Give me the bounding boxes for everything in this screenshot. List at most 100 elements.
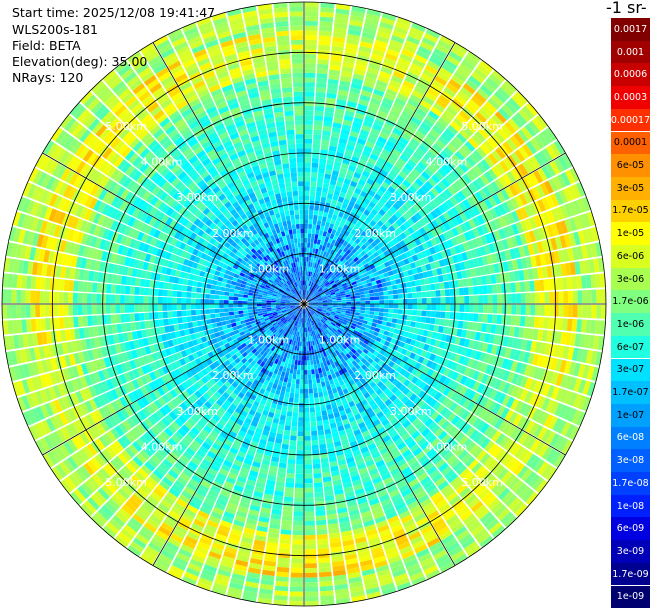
range-gate xyxy=(408,275,415,282)
range-gate xyxy=(347,29,361,37)
range-gate xyxy=(360,154,369,162)
range-gate xyxy=(378,312,384,317)
range-gate xyxy=(284,425,291,431)
range-gate xyxy=(382,193,390,202)
range-gate xyxy=(291,553,304,559)
range-gate xyxy=(368,212,375,220)
range-gate xyxy=(550,193,560,207)
range-gate xyxy=(326,295,332,298)
range-gate xyxy=(410,240,418,248)
range-gate xyxy=(553,158,565,173)
range-gate xyxy=(325,252,330,258)
range-gate xyxy=(474,191,484,202)
range-gate xyxy=(365,300,371,304)
range-gate xyxy=(308,286,311,291)
range-gate xyxy=(415,130,426,140)
range-gate xyxy=(314,397,320,403)
range-gate xyxy=(353,172,362,179)
range-gate xyxy=(582,229,590,244)
range-gate xyxy=(324,111,334,118)
range-gate xyxy=(306,346,309,352)
range-gate xyxy=(524,231,532,244)
range-gate xyxy=(387,217,395,225)
range-gate xyxy=(463,210,472,220)
range-gate xyxy=(304,120,314,125)
range-gate xyxy=(327,238,333,244)
range-gate xyxy=(299,384,304,389)
range-gate xyxy=(290,577,304,583)
range-gate xyxy=(315,515,326,521)
range-gate xyxy=(321,462,330,469)
range-gate xyxy=(437,204,447,214)
range-gate xyxy=(304,223,308,229)
range-gate xyxy=(359,291,365,295)
range-gate xyxy=(306,290,309,295)
range-gate xyxy=(304,6,319,12)
range-gate xyxy=(314,106,325,112)
range-gate xyxy=(418,144,429,154)
range-gate xyxy=(493,263,500,274)
range-gate xyxy=(566,276,573,290)
range-gate xyxy=(304,200,310,205)
range-gate xyxy=(304,403,310,408)
range-gate xyxy=(472,149,484,161)
range-gate xyxy=(512,182,523,195)
range-gate xyxy=(304,91,315,97)
range-gate xyxy=(304,148,312,154)
range-gate xyxy=(473,286,479,295)
range-gate xyxy=(439,282,445,290)
range-gate xyxy=(315,373,320,379)
range-gate xyxy=(560,172,571,187)
range-gate xyxy=(304,176,311,182)
range-gate xyxy=(375,323,382,329)
range-gate xyxy=(493,218,502,229)
range-gate xyxy=(544,252,551,265)
range-gate xyxy=(412,304,418,310)
range-gate xyxy=(320,284,325,289)
range-gate xyxy=(522,143,534,157)
range-gate xyxy=(315,248,319,254)
range-gate xyxy=(323,256,328,262)
range-gate xyxy=(370,128,381,136)
range-gate xyxy=(324,236,330,243)
range-gate xyxy=(318,391,324,398)
range-gate xyxy=(329,249,335,255)
range-gate xyxy=(363,197,371,205)
range-gate xyxy=(331,170,339,177)
range-gate xyxy=(280,529,292,535)
range-gate xyxy=(334,108,345,115)
range-gate xyxy=(478,188,488,200)
range-gate xyxy=(545,127,557,142)
range-gate xyxy=(484,233,493,244)
range-gate xyxy=(329,233,335,240)
range-gate xyxy=(298,407,304,413)
range-gate xyxy=(562,318,568,331)
range-gate xyxy=(315,501,325,507)
range-gate xyxy=(287,458,296,465)
range-gate xyxy=(496,314,502,325)
range-gate xyxy=(321,192,328,198)
range-gate xyxy=(567,304,573,318)
range-gate xyxy=(404,200,413,209)
range-gate xyxy=(451,47,466,59)
range-gate xyxy=(479,84,493,97)
range-gate xyxy=(353,225,360,232)
range-gate xyxy=(281,519,292,526)
range-gate xyxy=(388,259,395,266)
range-gate xyxy=(345,43,359,50)
range-gate xyxy=(456,67,470,79)
range-gate xyxy=(466,196,476,207)
range-gate xyxy=(462,106,474,118)
range-gate xyxy=(338,262,344,268)
range-gate xyxy=(315,406,321,412)
range-gate xyxy=(365,304,371,308)
range-gate xyxy=(331,293,336,297)
range-gate xyxy=(376,201,384,209)
range-gate xyxy=(314,278,319,284)
range-gate xyxy=(307,276,310,281)
range-gate xyxy=(483,304,488,314)
range-gate xyxy=(304,539,316,545)
range-gate xyxy=(282,505,293,512)
range-gate xyxy=(360,307,366,311)
range-gate xyxy=(312,298,318,301)
